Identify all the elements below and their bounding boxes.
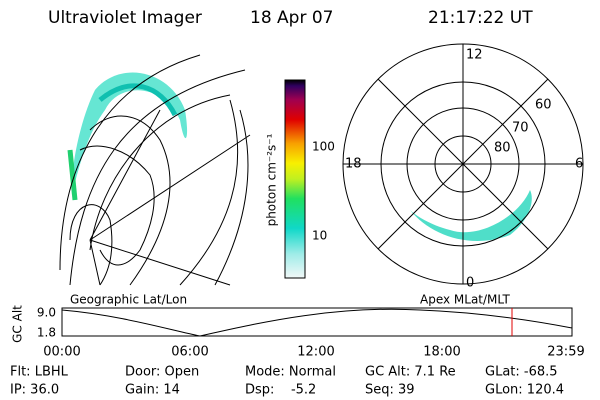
footer-field: Dsp: -5.2 [245, 383, 316, 398]
polar-label: 80 [494, 141, 511, 156]
title: Ultraviolet Imager [48, 8, 202, 28]
x-tick-label: 00:00 [43, 345, 80, 360]
footer-field: Gain: 14 [125, 383, 180, 398]
geographic-map [59, 54, 251, 286]
y-label: GC Alt [11, 305, 25, 343]
footer-field: GC Alt: 7.1 Re [365, 365, 456, 380]
polar-label: 60 [535, 98, 552, 113]
polar-label: 12 [466, 48, 483, 63]
plot-title: Geographic Lat/Lon [70, 293, 187, 307]
y-tick-label: 9.0 [37, 306, 56, 320]
footer-field: Seq: 39 [365, 383, 415, 398]
footer-field: GLon: 120.4 [485, 383, 564, 398]
colorbar-tick: 10 [312, 229, 327, 243]
colorbar-scale [284, 79, 306, 279]
colorbar-tick: 100 [312, 140, 335, 154]
x-tick-label: 06:00 [171, 345, 208, 360]
x-tick-label: 12:00 [297, 345, 334, 360]
polar-plot: 12 6 0 18 60 70 80 [342, 43, 584, 291]
x-tick-label: 18:00 [423, 345, 460, 360]
colorbar: 100 10 photon cm⁻²s⁻¹ [265, 79, 335, 279]
altitude-plot: Geographic Lat/Lon Apex MLat/MLT GC Alt … [11, 293, 585, 360]
colorbar-label: photon cm⁻²s⁻¹ [265, 133, 279, 226]
y-tick-label: 1.8 [37, 326, 56, 340]
x-tick-label: 23:59 [547, 345, 584, 360]
time: 21:17:22 UT [428, 8, 533, 28]
footer-field: Mode: Normal [245, 365, 336, 380]
footer-field: IP: 36.0 [10, 383, 59, 398]
polar-label: 0 [466, 276, 474, 291]
polar-label: 18 [345, 157, 362, 172]
date: 18 Apr 07 [250, 8, 333, 28]
footer-field: Door: Open [125, 365, 199, 380]
polar-label: 70 [512, 121, 529, 136]
polar-label: 6 [575, 157, 583, 172]
plot-title: Apex MLat/MLT [420, 293, 510, 307]
footer-field: Flt: LBHL [10, 365, 69, 380]
footer: Flt: LBHL Door: Open Mode: Normal GC Alt: 7… [10, 365, 564, 398]
footer-field: GLat: -68.5 [485, 365, 558, 380]
